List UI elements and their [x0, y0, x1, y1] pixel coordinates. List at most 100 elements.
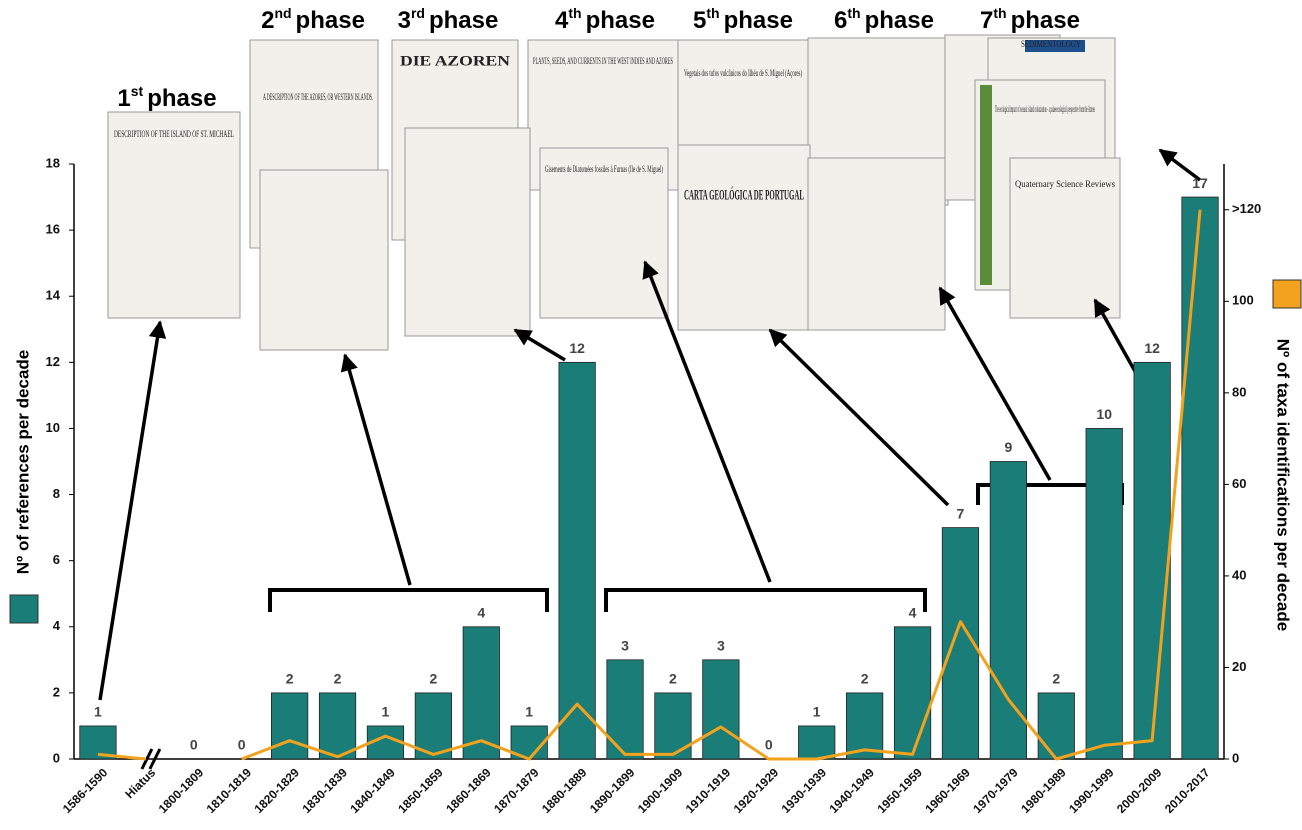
- thumbnail: [677, 144, 811, 331]
- phase-ordinal: 5: [693, 7, 706, 34]
- bar-value-label: 2: [861, 671, 869, 687]
- bar-value-label: 2: [669, 671, 677, 687]
- thumbnail-band: [1025, 40, 1085, 52]
- document-title: Gisements de Diatomées fossiles à Furnas…: [545, 164, 663, 174]
- line: [97, 209, 1202, 761]
- legend-swatch: [9, 594, 39, 624]
- document-title: The ecological impact of oceanic island …: [995, 104, 1095, 114]
- x-tick-label: 1960-1969: [922, 765, 973, 816]
- bar: [798, 725, 836, 760]
- y-tick-label: 12: [46, 354, 60, 369]
- phase-suffix: th: [706, 5, 719, 21]
- x-tick-label: 1870-1879: [491, 765, 542, 816]
- x-tick-label: 1586-1590: [60, 765, 111, 816]
- x-tick-label: 1990-1999: [1066, 765, 1117, 816]
- bar-value-label: 7: [957, 505, 965, 521]
- document-title: DIE AZOREN: [400, 53, 510, 69]
- thumbnail-band: [980, 85, 992, 285]
- y-tick-label: 10: [46, 420, 60, 435]
- arrow: [513, 328, 566, 362]
- x-tick-label: 1800-1809: [156, 765, 207, 816]
- bar-value-label: 2: [334, 671, 342, 687]
- phase-title: 1st phase: [117, 83, 216, 113]
- phase-word: phase: [1011, 7, 1080, 34]
- thumbnail: [404, 127, 531, 337]
- bar-value-label: 3: [717, 638, 725, 654]
- phase-ordinal: 3: [398, 7, 411, 34]
- phase-ordinal: 2: [261, 7, 274, 34]
- phase-title: 5th phase: [693, 5, 793, 35]
- bar: [1085, 428, 1123, 760]
- x-tick-label: 1840-1849: [347, 765, 398, 816]
- arrow: [98, 320, 167, 701]
- bar-value-label: 2: [1052, 671, 1060, 687]
- thumbnail: [259, 169, 389, 351]
- phase-suffix: rd: [411, 5, 425, 21]
- phase-word: phase: [724, 7, 793, 34]
- thumbnail: [539, 147, 669, 319]
- phase-ordinal: 7: [980, 7, 993, 34]
- bar: [1181, 196, 1219, 760]
- bracket: [604, 588, 927, 612]
- bar: [893, 626, 932, 760]
- x-tick-label: 1900-1909: [635, 765, 686, 816]
- x-tick-label: 1970-1979: [970, 765, 1021, 816]
- document-title: SEDIMENTOLOGY: [1021, 39, 1081, 49]
- y-tick-label: 6: [53, 552, 60, 567]
- x-tick-label: 1980-1989: [1018, 765, 1069, 816]
- y-tick-label: 14: [46, 288, 61, 303]
- legend-swatch: [1272, 279, 1302, 309]
- thumbnail: [1009, 157, 1121, 319]
- bar-value-label: 0: [765, 737, 773, 753]
- x-tick-label: 1860-1869: [443, 765, 494, 816]
- y-tick-label: 16: [46, 222, 60, 237]
- arrow: [938, 286, 1052, 481]
- x-tick-label: 2000-2009: [1114, 765, 1165, 816]
- arrow: [768, 328, 950, 507]
- arrow: [340, 353, 412, 586]
- y-tick-label: 2: [53, 684, 60, 699]
- bar-value-label: 10: [1096, 406, 1112, 422]
- document-title: A DESCRIPTION OF THE AZORES, OR WESTERN …: [263, 92, 373, 102]
- x-tick-label: 1910-1919: [683, 765, 734, 816]
- arrow: [642, 260, 772, 583]
- x-tick-label: 1810-1819: [204, 765, 255, 816]
- bar: [318, 692, 357, 760]
- bar-value-label: 4: [909, 604, 917, 620]
- phase-ordinal: 6: [834, 7, 847, 34]
- y-tick-label: 18: [46, 155, 60, 170]
- phase-word: phase: [586, 7, 655, 34]
- document-titles: DESCRIPTION OF THE ISLAND OF ST. MICHAEL…: [114, 39, 1115, 203]
- thumbnail: [807, 157, 946, 331]
- y2-tick-label: 100: [1232, 293, 1254, 308]
- axis-break: [140, 748, 154, 770]
- phase-suffix: th: [568, 5, 581, 21]
- y2-tick-label: 40: [1232, 567, 1246, 582]
- y2-tick-label: 0: [1232, 750, 1239, 765]
- phase-suffix: st: [131, 83, 144, 99]
- bar-value-label: 3: [621, 638, 629, 654]
- bar: [654, 692, 692, 760]
- document-title: Quaternary Science Reviews: [1015, 179, 1115, 189]
- phase-title: 3rd phase: [398, 5, 499, 35]
- bar-value-label: 12: [569, 340, 585, 356]
- y2-tick-label: 60: [1232, 476, 1246, 491]
- bar: [989, 461, 1027, 760]
- x-tick-label: 1880-1889: [539, 765, 590, 816]
- bar: [846, 692, 884, 760]
- phase-suffix: nd: [274, 5, 291, 21]
- phase-title: 2nd phase: [261, 5, 365, 35]
- bar: [271, 692, 309, 760]
- document-title: PLANTS, SEEDS, AND CURRENTS IN THE WEST …: [533, 56, 673, 66]
- bracket: [268, 588, 549, 612]
- y2-tick-label: >120: [1232, 201, 1261, 216]
- bar: [414, 692, 452, 760]
- y-axis-title: Nº of references per decade: [13, 350, 32, 574]
- bar: [1037, 692, 1075, 760]
- bar: [79, 725, 117, 760]
- bar: [558, 361, 596, 760]
- thumbnail: [107, 111, 241, 319]
- document-title: CARTA GEOLÓGICA DE PORTUGAL: [684, 186, 804, 203]
- phase-title: 7th phase: [980, 5, 1080, 35]
